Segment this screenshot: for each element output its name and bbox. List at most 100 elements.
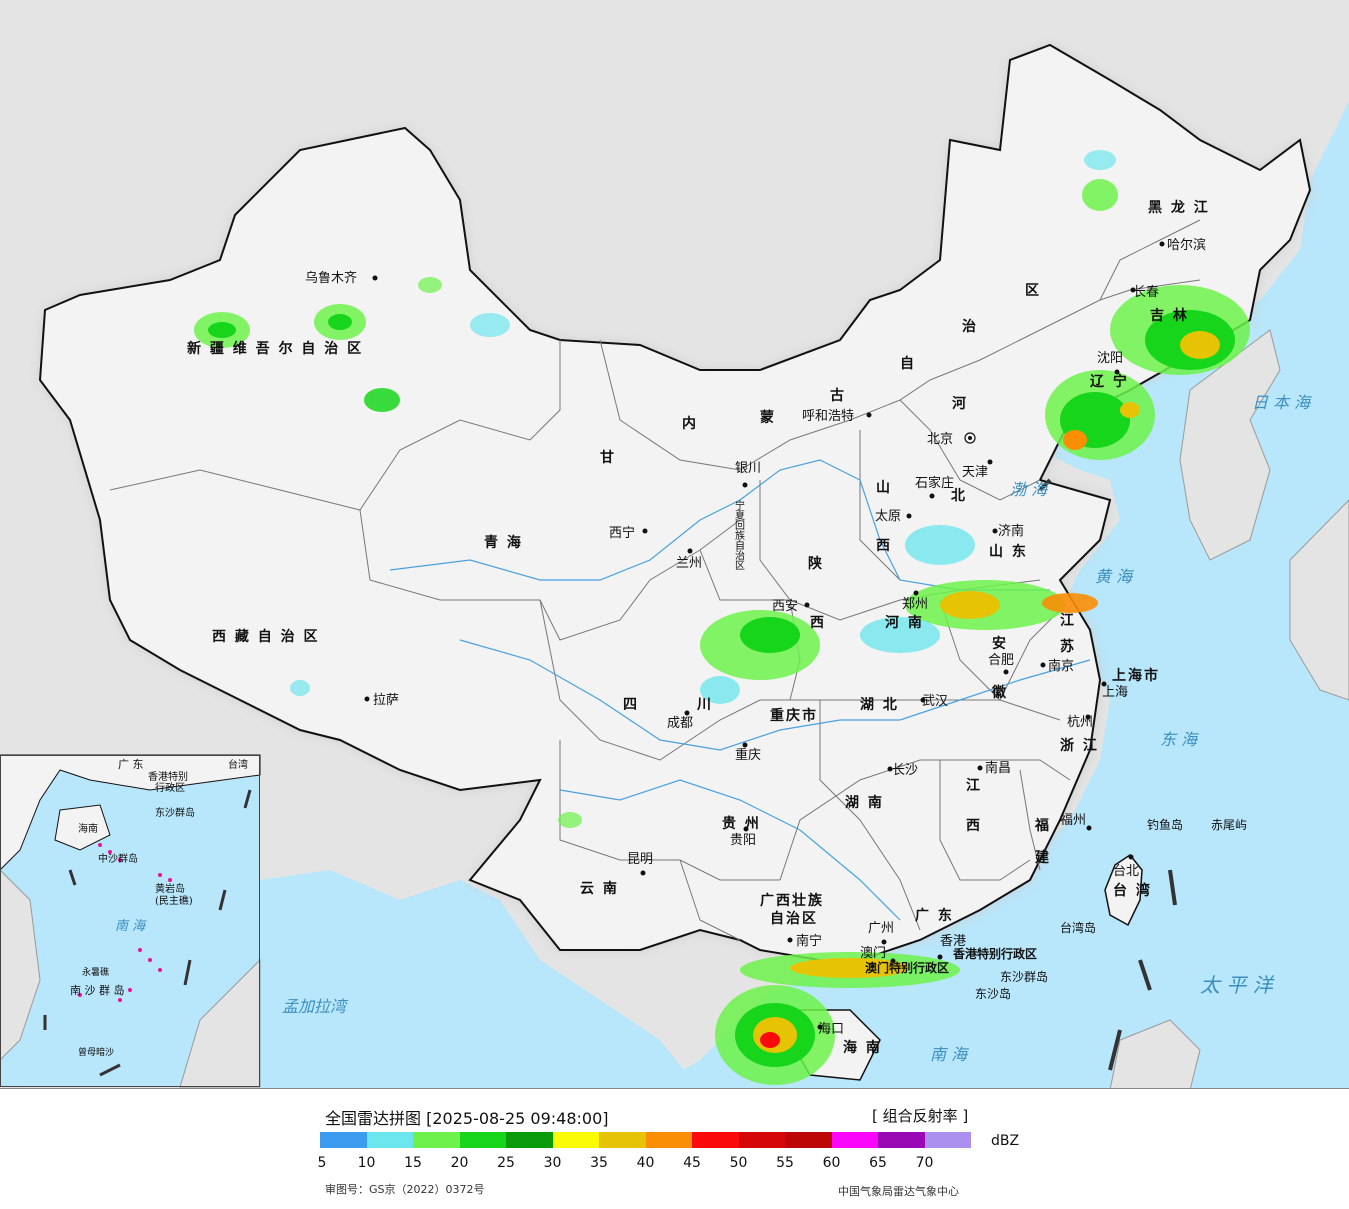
legend-product-label: [ 组合反射率 ] — [872, 1107, 969, 1125]
region-label-jilin: 吉 林 — [1150, 307, 1189, 324]
city-label-tianjin: 天津 — [962, 465, 988, 480]
legend-unit: dBZ — [991, 1133, 1020, 1149]
city-label-hangzhou: 杭州 — [1067, 715, 1093, 730]
legend-swatch — [924, 1132, 971, 1148]
legend-swatch — [831, 1132, 878, 1148]
region-label-yunnan: 云 南 — [580, 880, 619, 897]
region-label-fujian: 福 — [1034, 817, 1051, 834]
region-label-xizang: 西 藏 自 治 区 — [212, 628, 320, 645]
region-label-guizhou: 贵 州 — [722, 815, 761, 832]
city-label-yinchuan: 银川 — [735, 461, 761, 476]
region-label-neimenggu-4: 自 — [900, 355, 916, 372]
city-label-zhengzhou: 郑州 — [902, 597, 928, 612]
region-label-ningxia: 宁夏回族自治区 — [733, 499, 745, 570]
city-label-haikou: 海口 — [818, 1022, 844, 1037]
inset-label-hainan: 海南 — [78, 822, 98, 835]
city-label-changchun: 长春 — [1133, 285, 1159, 300]
region-label-neimenggu-5: 治 — [962, 318, 978, 335]
city-label-shanghai: 上海 — [1102, 685, 1128, 700]
region-label-heilongjiang: 黑 龙 江 — [1148, 199, 1210, 216]
east-sea-area — [650, 0, 1349, 1090]
legend-tick-label: 25 — [497, 1155, 515, 1171]
city-label-taipei: 台北 — [1113, 864, 1139, 879]
city-label-nanjing: 南京 — [1048, 658, 1074, 674]
south-china-sea-inset — [0, 754, 261, 1088]
inset-label-huangyan: 黄岩岛 — [155, 882, 185, 895]
sea-label-japan: 日 本 海 — [1252, 393, 1312, 412]
legend-tick-label: 45 — [683, 1155, 701, 1171]
city-label-urumqi: 乌鲁木齐 — [305, 270, 357, 286]
city-label-shijiazhuang: 石家庄 — [915, 475, 954, 491]
legend-swatch — [552, 1132, 599, 1148]
region-label-henan: 河 南 — [885, 614, 924, 631]
city-dots — [364, 241, 1165, 1030]
region-label-guangxi-2: 自治区 — [770, 910, 818, 927]
region-label-neimenggu-3: 古 — [830, 387, 846, 404]
legend-swatch — [878, 1132, 925, 1148]
inset-label-yongshu: 永暑礁 — [82, 966, 109, 978]
inset-label-taiwan: 台湾 — [228, 758, 248, 771]
rivers — [389, 459, 1091, 921]
legend-tick-label: 35 — [590, 1155, 608, 1171]
legend-swatch — [645, 1132, 692, 1148]
legend-swatch — [599, 1132, 646, 1148]
inset-label-guangdong: 广 东 — [118, 758, 144, 771]
inset-label-nanhai: 南 海 — [115, 919, 147, 934]
legend-swatch — [413, 1132, 460, 1148]
japan-islands — [1289, 499, 1349, 701]
region-label-shaanxi-xi: 西 — [810, 615, 826, 631]
region-label-neimenggu-6: 区 — [1025, 283, 1041, 299]
region-label-hainan: 海 南 — [843, 1039, 882, 1056]
legend-swatch — [366, 1132, 413, 1148]
city-label-fuzhou: 福州 — [1060, 813, 1086, 828]
region-label-fujian-jian: 建 — [1035, 849, 1051, 866]
sea-label-nanhai: 南 海 — [930, 1045, 969, 1064]
legend-panel — [0, 1088, 1349, 1209]
region-label-shandong: 山 东 — [989, 543, 1028, 560]
city-label-lanzhou: 兰州 — [676, 556, 702, 571]
region-label-xinjiang: 新 疆 维 吾 尔 自 治 区 — [187, 340, 363, 357]
region-labels: 新 疆 维 吾 尔 自 治 区 西 藏 自 治 区 青 海 甘 内 蒙 古 自 … — [187, 199, 1210, 1056]
legend-tick-label: 65 — [869, 1155, 887, 1171]
region-label-jiangsu-su: 苏 — [1060, 638, 1076, 655]
city-label-xining: 西宁 — [609, 525, 635, 541]
legend-tick-label: 30 — [543, 1155, 562, 1171]
city-label-wuhan: 武汉 — [922, 694, 948, 709]
region-label-hk-sar: 香港特别行政区 — [952, 946, 1037, 961]
region-label-guangdong: 广 东 — [915, 907, 954, 924]
sea-label-bengal: 孟加拉湾 — [282, 997, 349, 1016]
region-label-jiangsu: 江 — [1060, 612, 1076, 629]
region-label-ningxia-group: 宁夏回族自治区 — [733, 499, 745, 570]
region-label-taiwan: 台 湾 — [1113, 882, 1152, 899]
region-label-anhui: 安 — [992, 635, 1008, 652]
legend-tick-label: 55 — [776, 1155, 794, 1171]
city-label-nanchang: 南昌 — [985, 760, 1011, 776]
city-label-shenyang: 沈阳 — [1097, 351, 1123, 366]
city-label-beijing: 北京 — [927, 432, 953, 447]
city-label-hefei: 合肥 — [988, 653, 1014, 668]
island-label-taiwan-dao: 台湾岛 — [1060, 920, 1096, 935]
region-label-macau-sar: 澳门特别行政区 — [865, 960, 949, 975]
china-mainland — [38, 43, 1312, 961]
region-label-neimenggu-1: 内 — [682, 415, 698, 432]
legend-swatch — [738, 1132, 785, 1148]
city-label-chengdu: 成都 — [667, 716, 693, 731]
legend-tick-label: 15 — [404, 1155, 422, 1171]
city-label-changsha: 长沙 — [892, 763, 918, 778]
island-label-chiwei: 赤尾屿 — [1211, 818, 1247, 832]
region-label-sichuan-chuan: 川 — [696, 697, 713, 713]
legend-swatch — [785, 1132, 832, 1148]
region-label-shanxi-xi: 西 — [876, 538, 892, 554]
region-label-anhui-hui: 徽 — [991, 684, 1008, 701]
region-label-zhejiang: 浙 江 — [1060, 737, 1099, 754]
inset-label-hk2: 行政区 — [155, 781, 185, 794]
city-labels: 乌鲁木齐 哈尔滨 长春 沈阳 呼和浩特 北京 天津 石家庄 太原 济南 银川 西… — [305, 237, 1206, 1037]
korea-peninsula — [1179, 329, 1281, 561]
legend-tick-label: 40 — [636, 1155, 655, 1171]
sea-label-pacific: 太 平 洋 — [1200, 973, 1275, 997]
legend-swatch — [459, 1132, 506, 1148]
city-label-lhasa: 拉萨 — [373, 693, 399, 708]
city-label-taiyuan: 太原 — [875, 509, 901, 524]
city-label-kunming: 昆明 — [627, 852, 653, 867]
